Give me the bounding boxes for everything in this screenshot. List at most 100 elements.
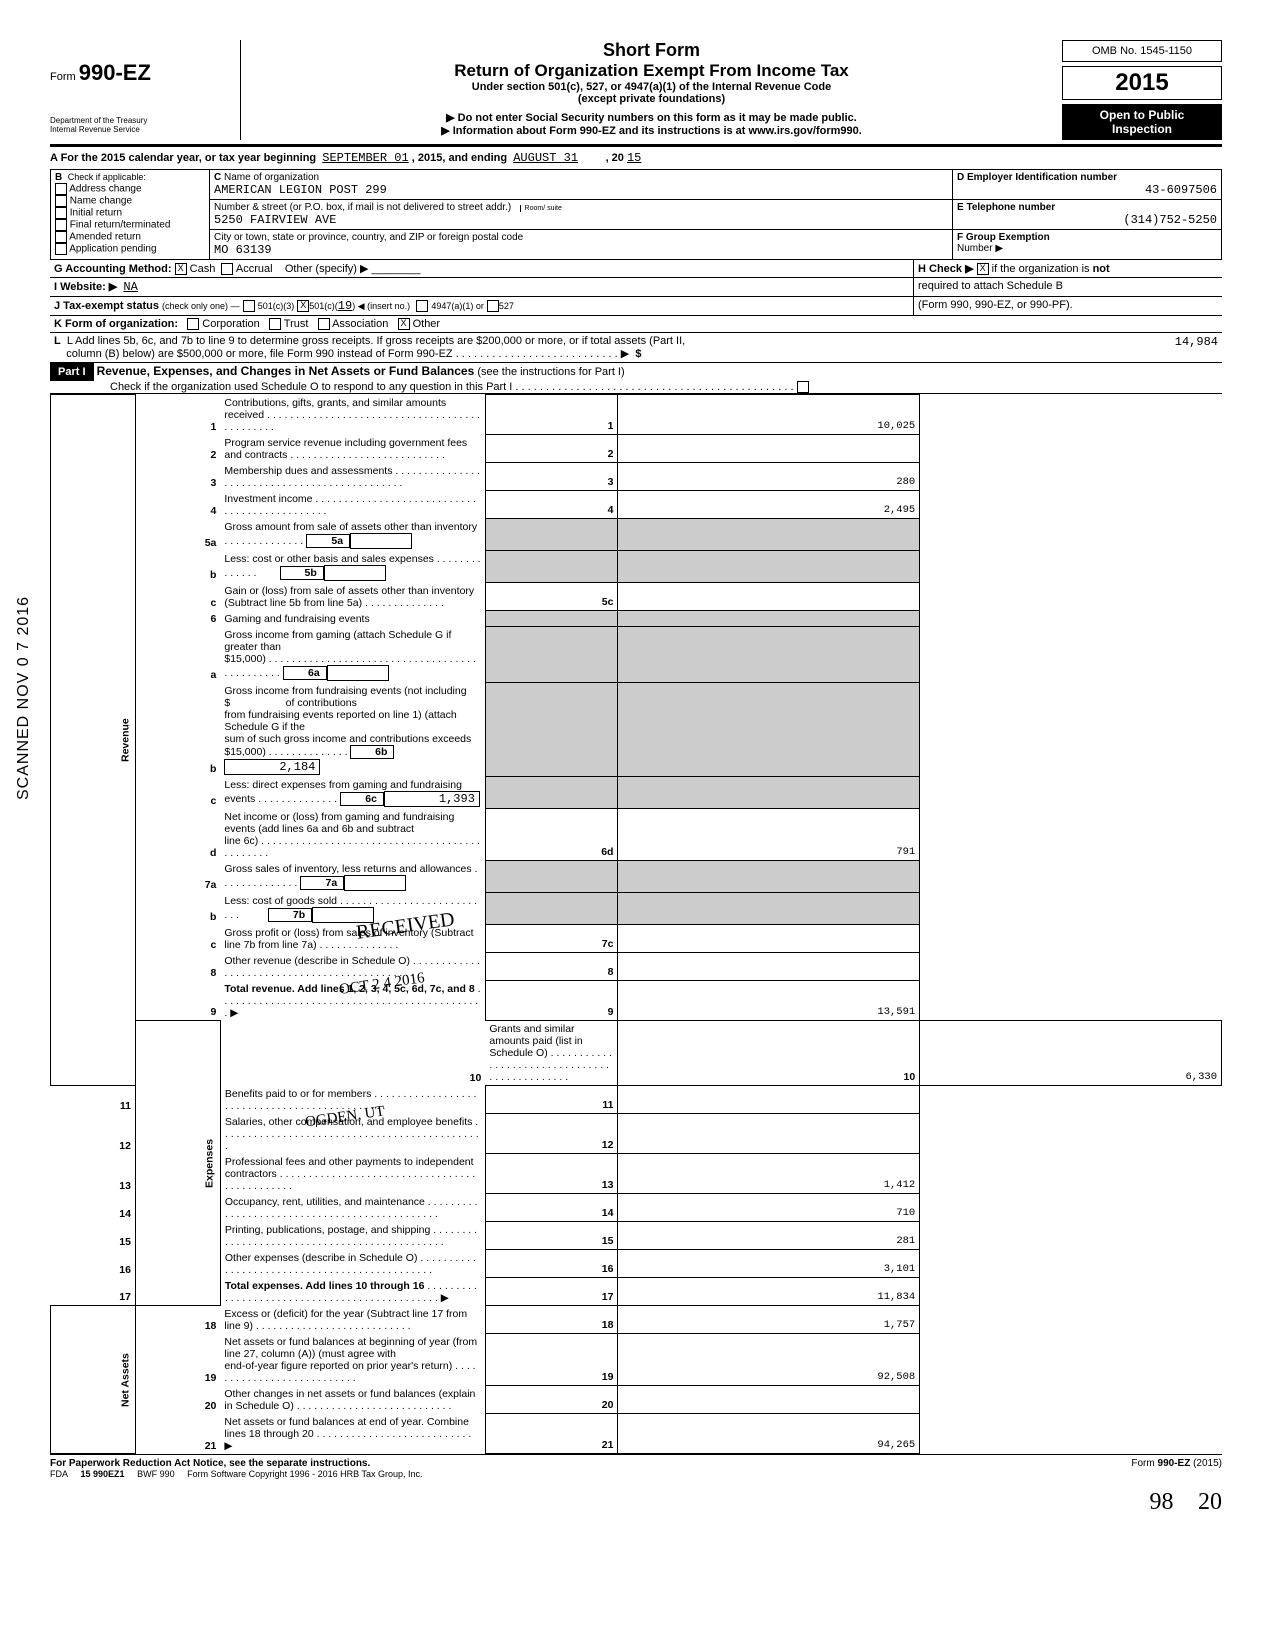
cb-schedule-o[interactable] <box>797 381 809 393</box>
ein: 43-6097506 <box>957 183 1217 197</box>
part1-check-o: Check if the organization used Schedule … <box>110 381 512 393</box>
cb-accrual[interactable] <box>221 263 233 275</box>
dollar-l: $ <box>635 348 641 360</box>
cb-corp[interactable] <box>187 318 199 330</box>
j-527: 527 <box>499 301 514 311</box>
ln1-b: 1 <box>485 395 618 435</box>
cb-sched-b[interactable]: X <box>977 263 989 275</box>
k-assoc: Association <box>332 318 388 330</box>
cb-trust[interactable] <box>269 318 281 330</box>
c-label: C <box>214 172 221 183</box>
footer: For Paperwork Reduction Act Notice, see … <box>50 1454 1222 1469</box>
bwf: BWF 990 <box>137 1469 175 1479</box>
period-tail: , 20 <box>606 152 624 164</box>
addr-label: Number & street (or P.O. box, if mail is… <box>214 202 511 213</box>
dots-l: . . . . . . . . . . . . . . . . . . . . … <box>453 348 618 360</box>
box-6b: 2,184 <box>224 759 320 775</box>
j-501c-num: 19 <box>338 299 352 313</box>
side-net-assets: Net Assets <box>51 1306 136 1454</box>
l-text1: L Add lines 5b, 6c, and 7b to line 9 to … <box>67 335 685 347</box>
part1-title: Revenue, Expenses, and Changes in Net As… <box>97 364 475 378</box>
j-501c3: 501(c)(3) <box>258 301 295 311</box>
cb-assoc[interactable] <box>318 318 330 330</box>
title-under: Under section 501(c), 527, or 4947(a)(1)… <box>251 81 1052 93</box>
j-check: (check only one) — <box>162 301 240 311</box>
form-number: 990-EZ <box>79 60 151 85</box>
handwritten-1: 98 <box>1150 1489 1174 1515</box>
form-header: Form 990-EZ Department of the Treasury I… <box>50 40 1222 146</box>
h-label: H Check ▶ <box>918 263 974 275</box>
h-text2: required to attach Schedule B <box>918 280 1063 292</box>
handwritten-2: 20 <box>1198 1489 1222 1515</box>
i-label: I Website: ▶ <box>54 281 117 293</box>
part1-lines: Revenue 1 Contributions, gifts, grants, … <box>50 394 1222 1454</box>
j-4947: 4947(a)(1) or <box>431 301 484 311</box>
l-value: 14,984 <box>1108 335 1218 360</box>
cb-527[interactable] <box>487 300 499 312</box>
f-number: Number ▶ <box>957 243 1003 254</box>
ln1-v: 10,025 <box>618 395 920 435</box>
k-label: K Form of organization: <box>54 318 178 330</box>
note-info: ▶ Information about Form 990-EZ and its … <box>251 124 1052 137</box>
cb-initial[interactable] <box>55 207 67 219</box>
k-trust: Trust <box>284 318 309 330</box>
b-item-0: Address change <box>69 184 141 195</box>
form-label-footer: Form <box>1131 1458 1154 1469</box>
period-end: AUGUST 31 <box>513 151 578 165</box>
box-6a <box>327 665 389 681</box>
b-item-4: Amended return <box>69 232 141 243</box>
l-text2: column (B) below) are $500,000 or more, … <box>66 348 452 360</box>
e-label: E Telephone number <box>957 202 1055 213</box>
g-label: G Accounting Method: <box>54 263 172 275</box>
cb-501c[interactable]: X <box>297 300 309 312</box>
street-address: 5250 FAIRVIEW AVE <box>214 213 336 227</box>
form-year-footer: (2015) <box>1193 1458 1222 1469</box>
phone: (314)752-5250 <box>957 213 1217 227</box>
f-label: F Group Exemption <box>957 232 1050 243</box>
open-public-2: Inspection <box>1066 122 1218 136</box>
period-tail-year: 15 <box>627 151 641 165</box>
title-short-form: Short Form <box>251 40 1052 61</box>
b-item-1: Name change <box>70 196 132 207</box>
open-public-1: Open to Public <box>1066 108 1218 122</box>
b-item-2: Initial return <box>70 208 122 219</box>
part1-header: Part I <box>50 363 94 381</box>
period-row: A For the 2015 calendar year, or tax yea… <box>50 146 1222 169</box>
title-return: Return of Organization Exempt From Incom… <box>251 61 1052 81</box>
cb-4947[interactable] <box>416 300 428 312</box>
ln1-n: 1 <box>135 395 220 435</box>
b-item-3: Final return/terminated <box>70 220 171 231</box>
scanned-stamp: SCANNED NOV 0 7 2016 <box>15 596 33 800</box>
room-suite: Room/ suite <box>520 205 562 212</box>
h-text3: (Form 990, 990-EZ, or 990-PF). <box>918 299 1073 311</box>
org-name: AMERICAN LEGION POST 299 <box>214 183 387 197</box>
g-cash: Cash <box>190 263 216 275</box>
paperwork-notice: For Paperwork Reduction Act Notice, see … <box>50 1458 370 1469</box>
box-6c: 1,393 <box>384 791 480 807</box>
d-label: D Employer Identification number <box>957 172 1117 183</box>
b-item-5: Application pending <box>69 244 156 255</box>
dots-o: . . . . . . . . . . . . . . . . . . . . … <box>512 381 793 393</box>
b-label: B <box>55 172 62 183</box>
cb-name[interactable] <box>55 195 67 207</box>
dept-treasury: Department of the Treasury <box>50 116 230 125</box>
cb-other[interactable]: X <box>398 318 410 330</box>
period-mid: , 2015, and ending <box>412 152 507 164</box>
cb-final[interactable] <box>55 219 67 231</box>
note-ssn: ▶ Do not enter Social Security numbers o… <box>251 111 1052 124</box>
cb-address[interactable] <box>55 183 67 195</box>
entity-info-table: B Check if applicable: Address change Na… <box>50 169 1222 260</box>
cb-pending[interactable] <box>55 243 67 255</box>
k-other: Other <box>413 318 441 330</box>
j-501c-close: ) ◀ (insert no.) <box>352 301 410 311</box>
c-name-label: Name of organization <box>224 172 319 183</box>
cb-amended[interactable] <box>55 231 67 243</box>
h-text: if the organization is <box>992 263 1090 275</box>
b-check-if: Check if applicable: <box>68 172 146 182</box>
cb-501c3[interactable] <box>243 300 255 312</box>
form-label: Form <box>50 71 76 83</box>
g-other: Other (specify) ▶ <box>285 263 369 275</box>
code: 15 990EZ1 <box>81 1469 125 1479</box>
cb-cash[interactable]: X <box>175 263 187 275</box>
side-revenue: Revenue <box>51 395 136 1086</box>
